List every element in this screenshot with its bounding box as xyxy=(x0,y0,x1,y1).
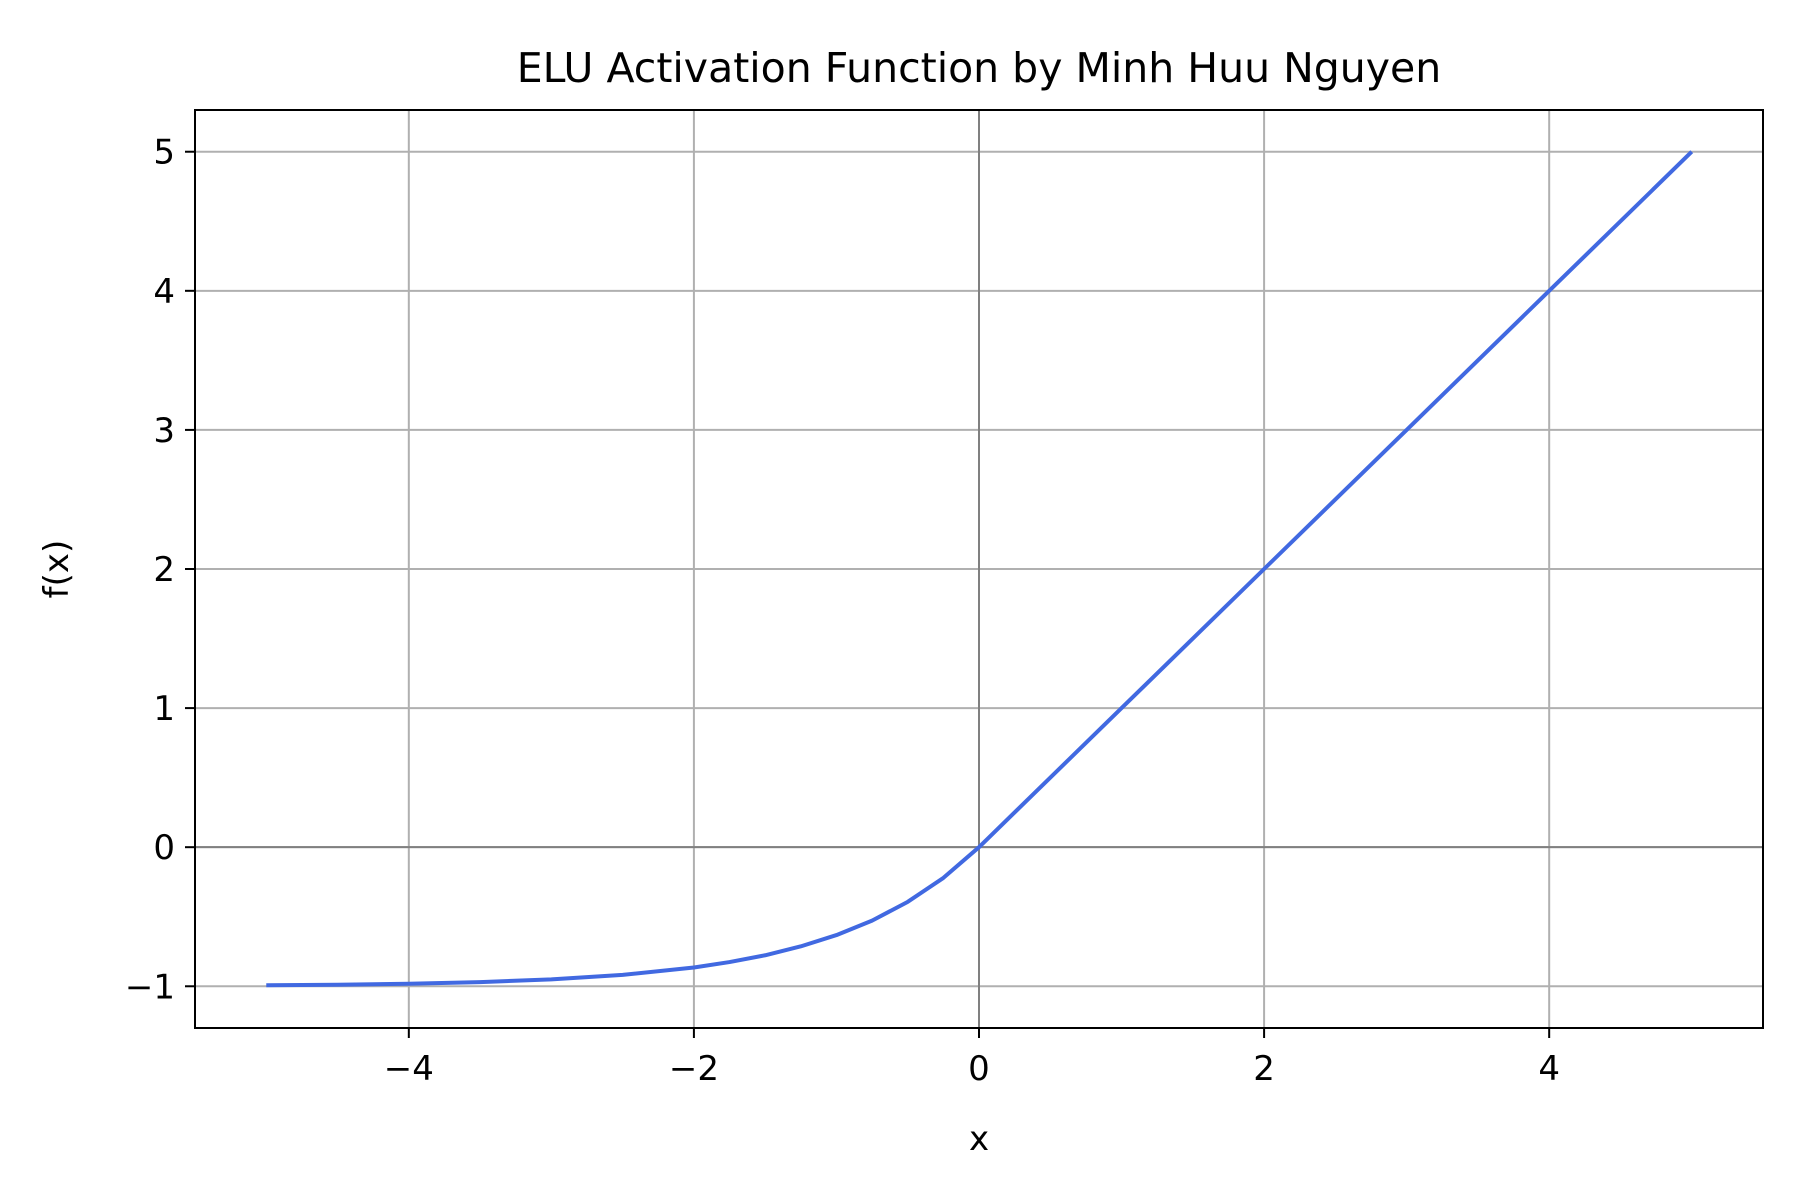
x-tick-label-2: 0 xyxy=(968,1049,990,1089)
y-tick-label-2: 1 xyxy=(153,689,175,729)
x-tick-label-1: −2 xyxy=(669,1049,719,1089)
x-tick-label-0: −4 xyxy=(384,1049,434,1089)
chart-title: ELU Activation Function by Minh Huu Nguy… xyxy=(517,44,1442,92)
y-tick-label-5: 4 xyxy=(153,272,175,312)
x-tick-label-3: 2 xyxy=(1253,1049,1275,1089)
y-tick-label-0: −1 xyxy=(125,967,175,1007)
y-tick-label-1: 0 xyxy=(153,828,175,868)
x-ticks: −4 −2 0 2 4 xyxy=(384,1028,1560,1089)
y-tick-label-6: 5 xyxy=(153,133,175,173)
y-tick-label-3: 2 xyxy=(153,550,175,590)
y-axis-label: f(x) xyxy=(37,540,77,599)
x-axis-label: x xyxy=(969,1119,989,1159)
y-ticks: −1 0 1 2 3 4 5 xyxy=(125,133,195,1007)
y-tick-label-4: 3 xyxy=(153,411,175,451)
elu-series-line xyxy=(266,150,1694,988)
x-tick-label-4: 4 xyxy=(1538,1049,1560,1089)
series-layer xyxy=(266,150,1694,988)
